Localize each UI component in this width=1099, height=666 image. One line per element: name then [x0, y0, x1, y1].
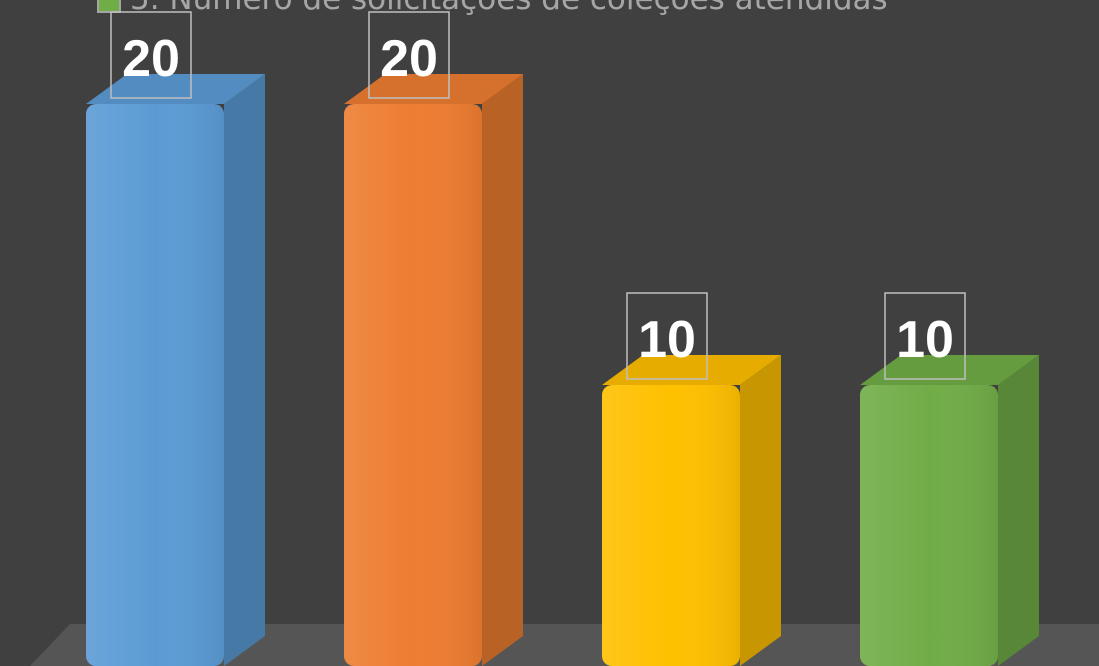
- data-label-box: [368, 11, 450, 99]
- bar-top: [602, 355, 781, 385]
- bar-side: [998, 355, 1039, 666]
- data-label-text: 10: [896, 311, 954, 369]
- legend-swatch: [97, 0, 121, 13]
- data-label-box: [110, 11, 192, 99]
- data-labels-group: 20 20 10 10: [110, 11, 966, 380]
- bar: [860, 355, 1039, 666]
- data-label-box: [626, 292, 708, 380]
- data-label: 20: [110, 11, 192, 99]
- bar-front-shine: [602, 385, 740, 666]
- bar-top: [86, 74, 265, 104]
- bar: [86, 74, 265, 666]
- data-label-text: 20: [380, 30, 438, 88]
- bar-front-shine: [860, 385, 998, 666]
- bar-top: [860, 355, 1039, 385]
- bars-group: [86, 74, 1039, 666]
- bar: [344, 74, 523, 666]
- bar-front-shine: [344, 104, 482, 666]
- data-label-text: 10: [638, 311, 696, 369]
- data-label: 10: [884, 292, 966, 380]
- chart-floor: [30, 624, 1099, 666]
- legend-label: 5. Número de solicitações de coleções at…: [130, 0, 888, 17]
- data-label-text: 20: [122, 30, 180, 88]
- data-label-box: [884, 292, 966, 380]
- bar-side: [740, 355, 781, 666]
- legend: 5. Número de solicitações de coleções at…: [97, 0, 888, 17]
- bar-front-shine: [86, 104, 224, 666]
- data-label: 10: [626, 292, 708, 380]
- bar: [602, 355, 781, 666]
- bar-side: [482, 74, 523, 666]
- data-label: 20: [368, 11, 450, 99]
- bar-side: [224, 74, 265, 666]
- bar-top: [344, 74, 523, 104]
